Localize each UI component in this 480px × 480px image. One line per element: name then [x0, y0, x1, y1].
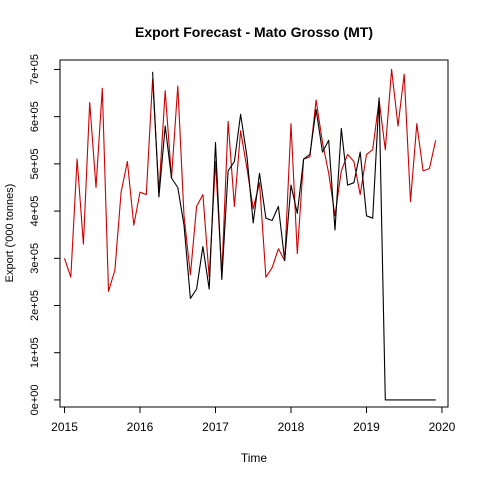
- chart-title: Export Forecast - Mato Grosso (MT): [135, 24, 373, 40]
- x-tick-label: 2016: [127, 420, 154, 434]
- series-line-1: [63, 68, 437, 292]
- y-tick-label: 2e+05: [29, 290, 41, 321]
- y-tick-label: 3e+05: [29, 243, 41, 274]
- x-tick-label: 2020: [429, 420, 456, 434]
- y-tick-label: 7e+05: [29, 54, 41, 85]
- plot-area: 2015 2016 2017 2018 2019 2020 0e+00 1e+05 2e+05 3…: [29, 54, 456, 434]
- y-axis-label: Export ('000 tonnes): [4, 184, 16, 283]
- x-tick-label: 2015: [51, 420, 78, 434]
- y-tick-label: 1e+05: [29, 337, 41, 368]
- x-tick-label: 2017: [202, 420, 229, 434]
- y-tick-label: 4e+05: [29, 196, 41, 227]
- y-tick-label: 6e+05: [29, 101, 41, 132]
- x-tick-label: 2018: [278, 420, 305, 434]
- y-tick-label: 5e+05: [29, 148, 41, 179]
- x-tick-label: 2019: [353, 420, 380, 434]
- series-line-2: [152, 71, 436, 401]
- x-axis-label: Time: [241, 451, 268, 465]
- plot-frame: [59, 59, 449, 408]
- y-tick-label: 0e+00: [29, 384, 41, 415]
